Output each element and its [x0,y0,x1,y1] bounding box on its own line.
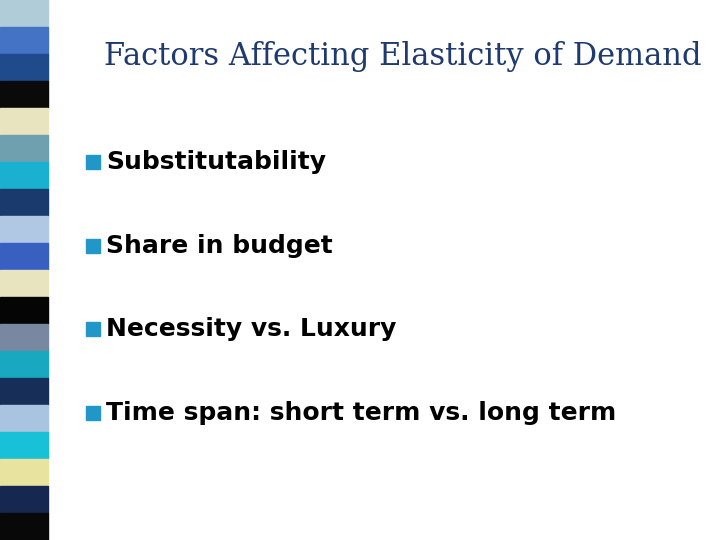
Bar [0,270,48,297]
Bar [0,81,48,108]
Bar [0,486,48,513]
Bar [0,162,48,189]
Bar [0,405,48,432]
Bar [0,135,48,162]
Bar [86,155,100,169]
Bar [86,322,100,336]
Bar [0,459,48,486]
Text: Substitutability: Substitutability [107,150,326,174]
Bar [0,54,48,81]
Bar [0,216,48,243]
Bar [0,27,48,54]
Text: Time span: short term vs. long term: Time span: short term vs. long term [107,401,616,425]
Bar [0,432,48,459]
Bar [0,189,48,216]
Bar [0,243,48,270]
Bar [0,513,48,540]
Bar [0,324,48,351]
Bar [0,0,48,27]
Text: Necessity vs. Luxury: Necessity vs. Luxury [107,318,397,341]
Bar [0,297,48,324]
Bar [0,108,48,135]
Bar [0,351,48,378]
Bar [86,239,100,253]
Bar [86,406,100,420]
Text: Share in budget: Share in budget [107,234,333,258]
Text: Factors Affecting Elasticity of Demand: Factors Affecting Elasticity of Demand [104,41,702,72]
Bar [0,378,48,405]
